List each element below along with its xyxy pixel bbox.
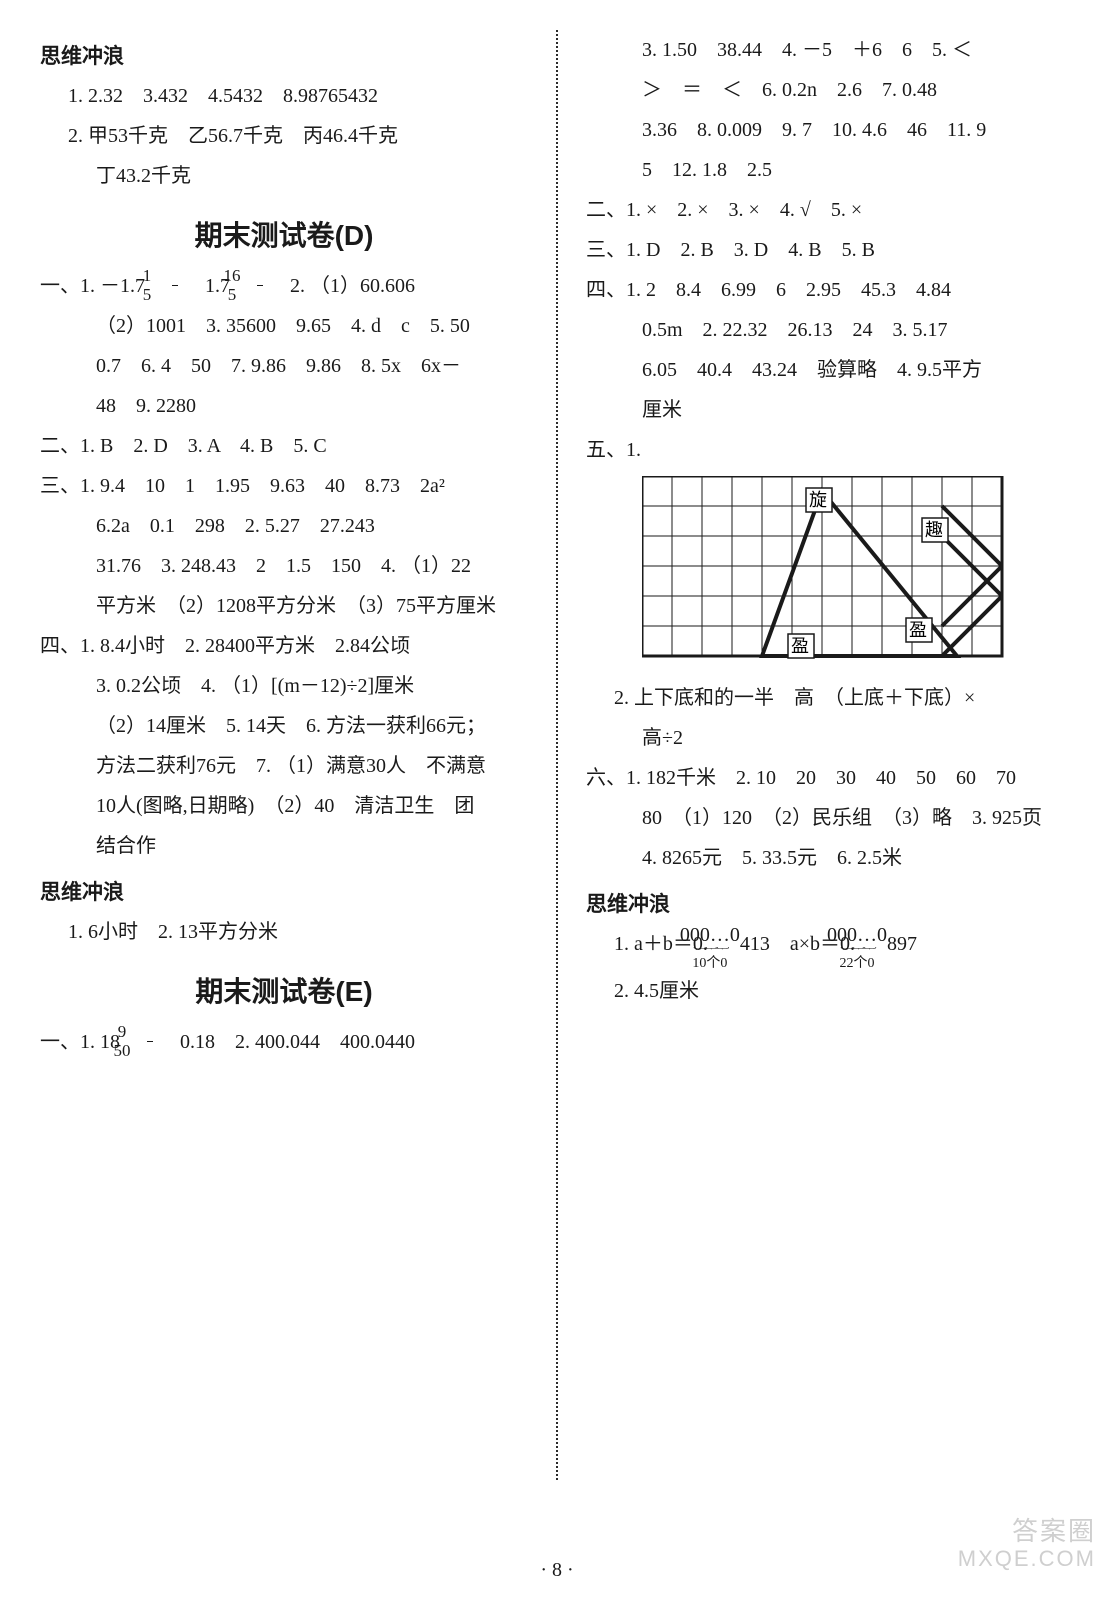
underbrace: 000…0︸︸︸10个0 [708,924,740,971]
section-heading: 思维冲浪 [40,876,528,906]
fraction: 15 [172,267,178,304]
page-number: · 8 · [0,1559,1114,1582]
two-column-layout: 思维冲浪 1. 2.32 3.432 4.5432 8.98765432 2. … [40,30,1074,1480]
answer-line: 6.2a 0.1 298 2. 5.27 27.243 [40,506,528,546]
answer-line: 3.36 8. 0.009 9. 7 10. 4.6 46 11. 9 [586,110,1074,150]
answer-line: 三、1. D 2. B 3. D 4. B 5. B [586,230,1074,270]
svg-text:趣: 趣 [925,520,943,540]
column-divider [556,30,558,1480]
answer-line: 3. 1.50 38.44 4. －5 ＋6 6 5. ＜ [586,30,1074,70]
grid-figure: 旋趣盈盈 [642,476,1012,672]
answer-line: ＞ ＝ ＜ 6. 0.2n 2.6 7. 0.48 [586,70,1074,110]
watermark-line2: MXQE.COM [958,1546,1096,1572]
answer-line: 三、1. 9.4 10 1 1.95 9.63 40 8.73 2a² [40,466,528,506]
answer-line: 结合作 [40,826,528,866]
answer-line: 方法二获利76元 7. （1）满意30人 不满意 [40,746,528,786]
answer-line: 四、1. 2 8.4 6.99 6 2.95 45.3 4.84 [586,270,1074,310]
answer-line: 48 9. 2280 [40,386,528,426]
underbrace: 000…0︸︸︸22个0 [855,924,887,971]
answer-line: 丁43.2千克 [40,156,528,196]
text: 0.18 2. 400.044 400.0440 [160,1031,415,1053]
answer-line: 二、1. × 2. × 3. × 4. √ 5. × [586,190,1074,230]
fraction: 165 [257,267,263,304]
grid-svg: 旋趣盈盈 [642,476,1012,666]
answer-line: 0.7 6. 4 50 7. 9.86 9.86 8. 5x 6x－ [40,346,528,386]
test-title-d: 期末测试卷(D) [40,214,528,254]
svg-text:盈: 盈 [909,620,927,640]
answer-line: 平方米 （2）1208平方分米 （3）75平方厘米 [40,586,528,626]
answer-line: 厘米 [586,390,1074,430]
answer-line: 二、1. B 2. D 3. A 4. B 5. C [40,426,528,466]
answer-line: 1. 2.32 3.432 4.5432 8.98765432 [40,76,528,116]
watermark: 答案圈 MXQE.COM [958,1511,1096,1572]
test-title-e: 期末测试卷(E) [40,970,528,1010]
answer-line: 4. 8265元 5. 33.5元 6. 2.5米 [586,838,1074,878]
text: 2. （1）60.606 [270,275,415,297]
section-heading: 思维冲浪 [40,40,528,70]
svg-text:盈: 盈 [791,636,809,656]
right-column: 3. 1.50 38.44 4. －5 ＋6 6 5. ＜ ＞ ＝ ＜ 6. 0… [586,30,1074,1480]
answer-line: 四、1. 8.4小时 2. 28400平方米 2.84公顷 [40,626,528,666]
answer-line: 31.76 3. 248.43 2 1.5 150 4. （1）22 [40,546,528,586]
fraction: 950 [147,1023,153,1060]
answer-line: 5 12. 1.8 2.5 [586,150,1074,190]
answer-line: 2. 甲53千克 乙56.7千克 丙46.4千克 [40,116,528,156]
answer-line: 一、1. 18 950 0.18 2. 400.044 400.0440 [40,1022,528,1062]
answer-line: 高÷2 [586,718,1074,758]
section-heading: 思维冲浪 [586,888,1074,918]
answer-line: 1. 6小时 2. 13平方分米 [40,912,528,952]
answer-line: （2）1001 3. 35600 9.65 4. d c 5. 50 [40,306,528,346]
answer-line: 六、1. 182千米 2. 10 20 30 40 50 60 70 [586,758,1074,798]
answer-line: （2）14厘米 5. 14天 6. 方法一获利66元； [40,706,528,746]
answer-line: 10人(图略,日期略) （2）40 清洁卫生 团 [40,786,528,826]
svg-text:旋: 旋 [809,490,827,510]
answer-line: 1. a＋b＝0.000…0︸︸︸10个0413 a×b＝0.000…0︸︸︸2… [586,924,1074,971]
answer-line: 2. 4.5厘米 [586,971,1074,1011]
left-column: 思维冲浪 1. 2.32 3.432 4.5432 8.98765432 2. … [40,30,528,1480]
answer-line: 3. 0.2公顷 4. （1）[(m－12)÷2]厘米 [40,666,528,706]
answer-line: 6.05 40.4 43.24 验算略 4. 9.5平方 [586,350,1074,390]
answer-line: 2. 上下底和的一半 高 （上底＋下底）× [586,678,1074,718]
answer-line: 五、1. [586,430,1074,470]
answer-line: 80 （1）120 （2）民乐组 （3）略 3. 925页 [586,798,1074,838]
answer-line: 一、1. －1.7 15 1.7 165 2. （1）60.606 [40,266,528,306]
text: 897 [887,933,917,955]
answer-line: 0.5m 2. 22.32 26.13 24 3. 5.17 [586,310,1074,350]
watermark-line1: 答案圈 [958,1511,1096,1548]
